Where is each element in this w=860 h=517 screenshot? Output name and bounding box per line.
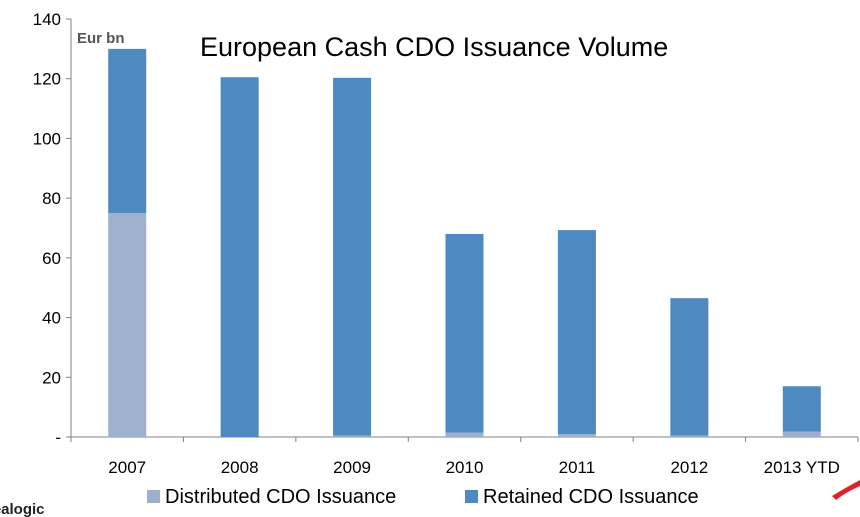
bar-distributed	[108, 213, 147, 437]
y-tick-label: 120	[33, 70, 61, 89]
x-tick-label: 2007	[108, 458, 146, 477]
bar-retained	[220, 77, 259, 437]
bar-retained	[670, 298, 709, 436]
bar-distributed	[333, 435, 372, 437]
bar-distributed	[557, 434, 596, 437]
y-tick-label: 40	[42, 309, 61, 328]
y-tick-label: 100	[33, 129, 61, 148]
y-tick-label: 80	[42, 189, 61, 208]
bar-distributed	[445, 432, 484, 437]
legend-label: Retained CDO Issuance	[483, 486, 699, 508]
bar-retained	[333, 77, 372, 436]
bar-retained	[108, 48, 147, 214]
x-tick-label: 2011	[559, 458, 596, 477]
source-text: Dealogic	[0, 501, 45, 517]
x-axis: 2007 2008 2009 2010 2011 2012 2013 YTD	[70, 436, 859, 477]
y-tick-label: -	[55, 428, 61, 447]
bar-distributed	[670, 435, 709, 437]
x-tick-label: 2008	[221, 458, 259, 477]
legend-swatch	[465, 490, 478, 503]
bar-retained	[557, 230, 596, 435]
bar-distributed	[782, 431, 821, 437]
y-tick-label: 60	[42, 249, 61, 268]
y-axis: - 20 40 60 80 100 120 140	[33, 10, 72, 447]
y-tick-label: 20	[42, 368, 61, 387]
x-tick-label: 2009	[333, 458, 371, 477]
x-tick-label: 2010	[446, 458, 484, 477]
unit-label: Eur bn	[77, 30, 125, 47]
legend-label: Distributed CDO Issuance	[165, 486, 396, 508]
chart-title: European Cash CDO Issuance Volume	[200, 32, 668, 62]
logo-swoosh-icon	[832, 480, 860, 500]
bars	[108, 48, 821, 437]
legend: Distributed CDO Issuance Retained CDO Iss…	[147, 486, 699, 508]
y-tick-label: 140	[33, 10, 61, 29]
bar-retained	[445, 233, 484, 433]
bar-retained	[782, 386, 821, 432]
x-tick-label: 2013 YTD	[764, 458, 840, 477]
legend-swatch	[147, 490, 160, 503]
x-tick-label: 2012	[670, 458, 708, 477]
